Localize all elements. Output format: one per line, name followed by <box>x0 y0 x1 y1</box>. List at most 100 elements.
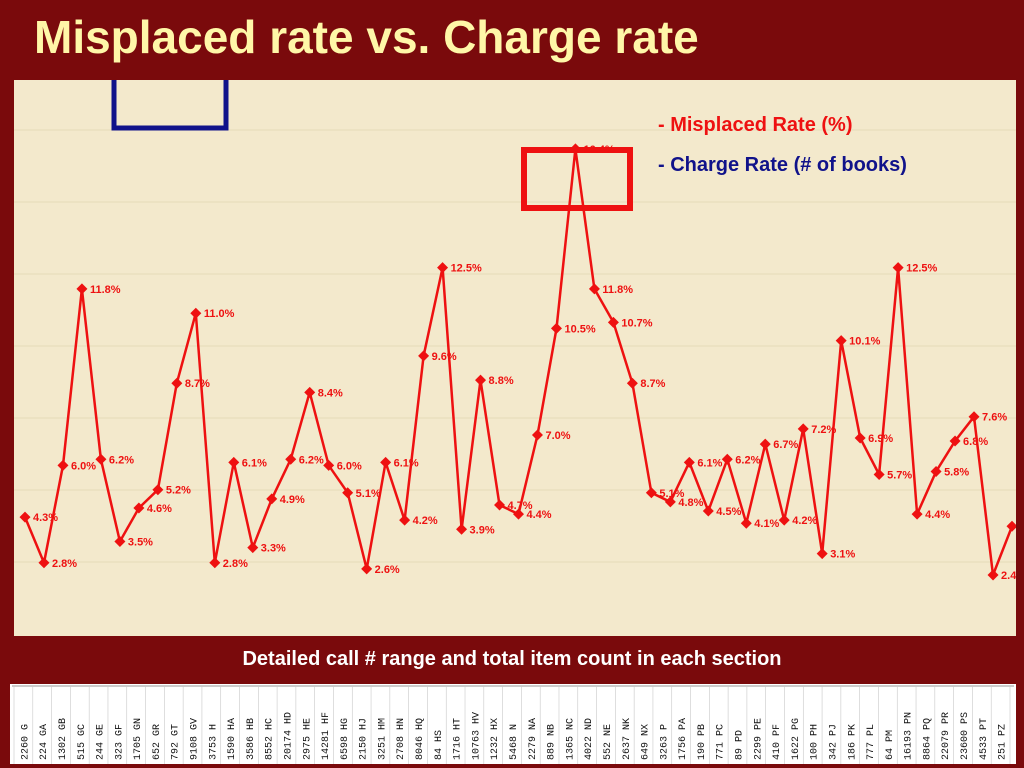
data-label: 6.7% <box>773 439 798 451</box>
data-label: 7.6% <box>982 412 1007 424</box>
data-label: 3.5% <box>128 536 153 548</box>
data-label: 6.2% <box>299 454 324 466</box>
data-point <box>873 469 885 481</box>
table-cell-call-range: 2975 HE <box>302 718 313 760</box>
table-cell-call-range: 251 PZ <box>998 724 1009 760</box>
data-point <box>1006 520 1016 532</box>
line-chart: 4.3% 2.8% 6.0% 11.8% 6.2% 3.5% 4.6% 5.2% 8.7% 11.… <box>14 80 1016 582</box>
chart-caption: Detailed call # range and total item cou… <box>242 648 782 670</box>
data-point <box>930 465 942 477</box>
data-label: 2.8% <box>52 558 77 570</box>
data-label: 6.0% <box>337 460 362 472</box>
table-cell-call-range: 2279 NA <box>528 718 539 760</box>
data-label: 4.2% <box>792 515 817 527</box>
data-label: 5.1% <box>659 488 684 500</box>
table-cell-call-range: 3753 H <box>208 724 219 760</box>
data-point <box>987 569 999 581</box>
page-title: Misplaced rate vs. Charge rate <box>34 11 699 63</box>
data-label: 7.0% <box>545 430 570 442</box>
table-cell-call-range: 8046 HQ <box>415 718 426 760</box>
data-label: 4.6% <box>147 503 172 515</box>
data-point <box>437 262 449 274</box>
data-point <box>76 283 88 295</box>
data-point <box>285 453 297 465</box>
data-label: 11.0% <box>204 308 235 320</box>
table-cell-call-range: 244 GE <box>96 724 107 760</box>
data-point <box>513 508 524 520</box>
data-point <box>171 377 183 389</box>
data-label: 4.3% <box>33 512 58 524</box>
data-point <box>626 377 638 389</box>
table-cell-call-range: 224 GA <box>39 724 50 760</box>
table-cell-call-range: 889 NB <box>547 724 558 760</box>
table-cell-call-range: 2150 HJ <box>359 718 370 760</box>
table-cell-call-range: 652 GR <box>152 724 163 760</box>
data-point <box>95 453 107 465</box>
table-cell-call-range: 1590 HA <box>227 718 238 760</box>
data-label: 2.4% <box>1001 570 1016 582</box>
table-cell-call-range: 342 PJ <box>828 724 839 760</box>
data-point <box>323 459 335 471</box>
legend-charge-rate: - Charge Rate (# of books) <box>658 154 907 176</box>
table-cell-call-range: 1705 GN <box>133 718 144 760</box>
data-label: 6.2% <box>735 454 760 466</box>
data-label: 5.1% <box>356 488 381 500</box>
table-cell-call-range: 2260 G <box>20 724 31 760</box>
table-cell-call-range: 515 GC <box>77 724 88 760</box>
data-label: 3.3% <box>261 543 286 555</box>
data-point <box>266 493 278 505</box>
table-cell-call-range: 9108 GV <box>190 718 201 760</box>
data-point <box>19 511 31 523</box>
table-cell-call-range: 10763 HV <box>471 712 482 760</box>
data-label: 11.8% <box>90 284 121 296</box>
data-point <box>968 411 980 423</box>
table-cell-call-range: 190 PB <box>697 724 708 760</box>
data-label: 5.8% <box>944 466 969 478</box>
table-cell-call-range: 23600 PS <box>960 712 971 760</box>
data-point <box>247 542 259 554</box>
data-point <box>418 350 430 362</box>
data-point <box>949 435 961 447</box>
table-cell-call-range: 1622 PG <box>791 718 802 760</box>
data-point <box>456 523 468 535</box>
table-cell-call-range: 4022 ND <box>584 718 595 760</box>
data-point <box>740 517 752 529</box>
data-label: 10.1% <box>849 336 880 348</box>
data-point <box>892 262 904 274</box>
data-point <box>835 335 847 347</box>
data-label: 4.9% <box>280 494 305 506</box>
data-label: 2.6% <box>375 564 400 576</box>
table-cell-call-range: 792 GT <box>171 724 182 760</box>
table-cell-call-range: 22079 PR <box>941 712 952 760</box>
data-point <box>399 514 411 526</box>
data-label: 5.2% <box>166 485 191 497</box>
data-point <box>209 557 221 569</box>
data-point <box>152 484 164 496</box>
data-label: 7.2% <box>811 424 836 436</box>
data-label: 4.8% <box>678 497 703 509</box>
data-point <box>911 508 923 520</box>
data-point <box>854 432 866 444</box>
data-label: 8.7% <box>640 378 665 390</box>
table-cell-call-range: 1302 GB <box>58 718 69 760</box>
table-cell-call-range: 64 PM <box>885 730 896 760</box>
data-label: 4.4% <box>925 509 950 521</box>
table-cell-call-range: 186 PK <box>847 724 858 760</box>
data-point <box>114 535 126 547</box>
table-cell-call-range: 8552 HC <box>265 718 276 760</box>
data-point <box>702 505 714 517</box>
data-point <box>778 514 790 526</box>
data-label: 6.1% <box>242 457 267 469</box>
table-cell-call-range: 552 NE <box>603 724 614 760</box>
data-label: 4.7% <box>508 500 533 512</box>
data-label: 11.8% <box>602 284 633 296</box>
data-label: 3.9% <box>470 524 495 536</box>
data-label: 5.7% <box>887 470 912 482</box>
data-label: 4.5% <box>716 506 741 518</box>
data-label: 16.4% <box>583 144 614 156</box>
table-cell-call-range: 8864 PQ <box>922 718 933 760</box>
data-point <box>607 316 619 328</box>
data-label: 6.9% <box>868 433 893 445</box>
data-label: 4.4% <box>527 509 552 521</box>
table-cell-call-range: 777 PL <box>866 724 877 760</box>
